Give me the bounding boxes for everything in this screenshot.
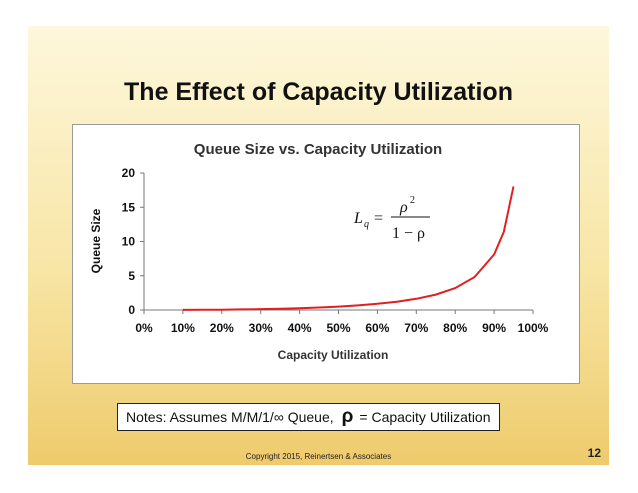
copyright-text: Copyright 2015, Reinertsen & Associates [245,452,392,461]
chart-title: Queue Size vs. Capacity Utilization [194,141,442,158]
x-tick-label: 0% [135,321,153,335]
notes-box: Notes: Assumes M/M/1/∞ Queue, ρ = Capaci… [117,403,500,431]
y-axis-label: Queue Size [89,208,103,273]
y-axis-ticks: 0 5 10 15 20 [122,166,144,317]
formula-denominator: 1 − ρ [392,225,425,242]
slide-background: The Effect of Capacity Utilization Queue… [28,26,609,465]
formula-equals: = [374,210,383,227]
y-tick-label: 10 [122,235,136,249]
notes-suffix: = Capacity Utilization [359,409,491,425]
x-tick-label: 40% [288,321,312,335]
formula-lhs: L [353,210,363,227]
page-number: 12 [587,446,601,460]
formula-numerator-power: 2 [410,195,415,206]
y-tick-label: 5 [128,269,135,283]
y-tick-label: 15 [122,200,136,214]
y-tick-label: 0 [128,303,135,317]
slide-title: The Effect of Capacity Utilization [124,78,513,106]
notes-prefix: Notes: Assumes M/M/1/∞ Queue, [126,409,334,425]
formula-numerator: ρ [399,199,408,216]
queue-size-chart: Queue Size vs. Capacity Utilization Queu… [89,141,549,362]
x-tick-label: 10% [171,321,195,335]
x-tick-label: 50% [326,321,350,335]
y-tick-label: 20 [122,166,136,180]
x-axis-ticks: 0% 10% 20% 30% 40% 50% 60% 70% 80% 90% 100% [135,310,549,335]
formula-lhs-subscript: q [364,219,369,230]
notes-rho-symbol: ρ [341,406,354,427]
x-tick-label: 90% [482,321,506,335]
x-tick-label: 60% [365,321,389,335]
x-tick-label: 20% [210,321,234,335]
x-axis-label: Capacity Utilization [278,348,389,362]
x-tick-label: 30% [249,321,273,335]
queue-size-line [182,186,515,311]
x-tick-label: 70% [404,321,428,335]
x-tick-label: 80% [443,321,467,335]
x-tick-label: 100% [518,321,549,335]
queue-formula: L q = ρ 2 1 − ρ [353,195,430,242]
chart-frame: Queue Size vs. Capacity Utilization Queu… [72,124,580,384]
